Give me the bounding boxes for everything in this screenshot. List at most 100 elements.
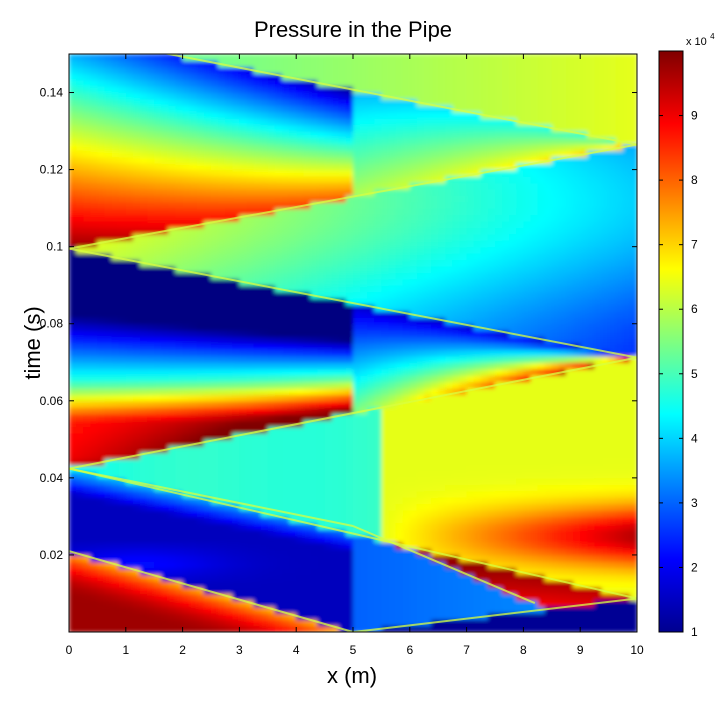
- heatmap-cell: [83, 420, 91, 428]
- heatmap-cell: [211, 285, 219, 293]
- heatmap-cell: [367, 137, 375, 145]
- heatmap-cell: [367, 208, 375, 216]
- heatmap-cell: [374, 452, 382, 460]
- heatmap-cell: [267, 98, 276, 106]
- heatmap-cell: [409, 220, 418, 228]
- heatmap-cell: [175, 253, 184, 261]
- heatmap-cell: [168, 131, 177, 139]
- heatmap-cell: [182, 548, 191, 556]
- heatmap-cell: [225, 73, 233, 81]
- heatmap-cell: [161, 387, 169, 395]
- heatmap-cell: [338, 163, 347, 171]
- heatmap-cell: [76, 381, 84, 389]
- heatmap-cell: [367, 580, 375, 588]
- heatmap-cell: [409, 612, 418, 620]
- heatmap-cell: [218, 432, 226, 440]
- heatmap-cell: [189, 124, 198, 132]
- heatmap-cell: [140, 220, 148, 228]
- heatmap-cell: [367, 619, 375, 627]
- heatmap-cell: [203, 188, 212, 196]
- heatmap-cell: [296, 567, 304, 575]
- heatmap-cell: [367, 593, 375, 601]
- heatmap-cell: [196, 137, 205, 145]
- heatmap-cell: [438, 432, 446, 440]
- heatmap-cell: [161, 587, 169, 595]
- heatmap-cell: [338, 118, 347, 126]
- heatmap-cell: [132, 118, 141, 126]
- heatmap-cell: [161, 60, 169, 68]
- heatmap-cell: [132, 599, 141, 607]
- heatmap-cell: [76, 92, 84, 100]
- heatmap-cell: [203, 426, 212, 434]
- heatmap-cell: [97, 188, 106, 196]
- heatmap-cell: [232, 593, 240, 601]
- heatmap-cell: [338, 599, 347, 607]
- heatmap-cell: [303, 529, 311, 537]
- heatmap-cell: [374, 253, 382, 261]
- heatmap-cell: [175, 458, 184, 466]
- heatmap-cell: [260, 79, 269, 87]
- heatmap-cell: [409, 343, 418, 351]
- heatmap-cell: [424, 240, 432, 248]
- heatmap-cell: [296, 535, 304, 543]
- heatmap-cell: [338, 420, 347, 428]
- heatmap-cell: [211, 111, 219, 119]
- heatmap-cell: [282, 240, 290, 248]
- heatmap-cell: [445, 599, 453, 607]
- heatmap-cell: [331, 298, 340, 306]
- heatmap-cell: [388, 323, 397, 331]
- heatmap-cell: [409, 304, 418, 312]
- heatmap-cell: [253, 150, 262, 158]
- heatmap-cell: [367, 349, 375, 357]
- heatmap-cell: [104, 124, 113, 132]
- heatmap-cell: [118, 407, 127, 415]
- heatmap-cell: [125, 131, 134, 139]
- heatmap-cell: [416, 54, 425, 62]
- heatmap-cell: [260, 606, 269, 614]
- heatmap-cell: [317, 554, 326, 562]
- heatmap-cell: [182, 163, 191, 171]
- heatmap-cell: [232, 580, 240, 588]
- heatmap-cell: [111, 381, 120, 389]
- heatmap-cell: [303, 362, 311, 370]
- heatmap-cell: [331, 567, 340, 575]
- heatmap-cell: [90, 587, 98, 595]
- heatmap-cell: [424, 253, 432, 261]
- heatmap-cell: [118, 452, 127, 460]
- heatmap-cell: [132, 73, 141, 81]
- heatmap-cell: [125, 118, 134, 126]
- heatmap-cell: [239, 143, 248, 151]
- heatmap-cell: [289, 227, 297, 235]
- heatmap-cell: [239, 497, 248, 505]
- heatmap-cell: [260, 246, 269, 254]
- heatmap-cell: [452, 452, 461, 460]
- heatmap-cell: [282, 118, 290, 126]
- heatmap-cell: [154, 73, 162, 81]
- heatmap-cell: [111, 477, 120, 485]
- heatmap-cell: [239, 92, 248, 100]
- heatmap-cell: [260, 343, 269, 351]
- heatmap-cell: [118, 98, 127, 106]
- heatmap-cell: [111, 208, 120, 216]
- heatmap-cell: [409, 66, 418, 74]
- heatmap-cell: [225, 317, 233, 325]
- heatmap-cell: [296, 265, 304, 273]
- heatmap-cell: [246, 304, 255, 312]
- heatmap-cell: [140, 156, 148, 164]
- heatmap-cell: [182, 156, 191, 164]
- heatmap-cell: [267, 400, 276, 408]
- heatmap-cell: [431, 253, 439, 261]
- heatmap-cell: [282, 188, 290, 196]
- heatmap-cell: [360, 124, 368, 132]
- heatmap-cell: [409, 195, 418, 203]
- heatmap-cell: [147, 182, 155, 190]
- heatmap-cell: [409, 259, 418, 267]
- heatmap-cell: [161, 214, 169, 222]
- heatmap-cell: [317, 169, 326, 177]
- heatmap-cell: [317, 458, 326, 466]
- heatmap-cell: [360, 497, 368, 505]
- heatmap-cell: [175, 574, 184, 582]
- heatmap-cell: [104, 349, 113, 357]
- heatmap-cell: [97, 606, 106, 614]
- heatmap-cell: [353, 233, 361, 241]
